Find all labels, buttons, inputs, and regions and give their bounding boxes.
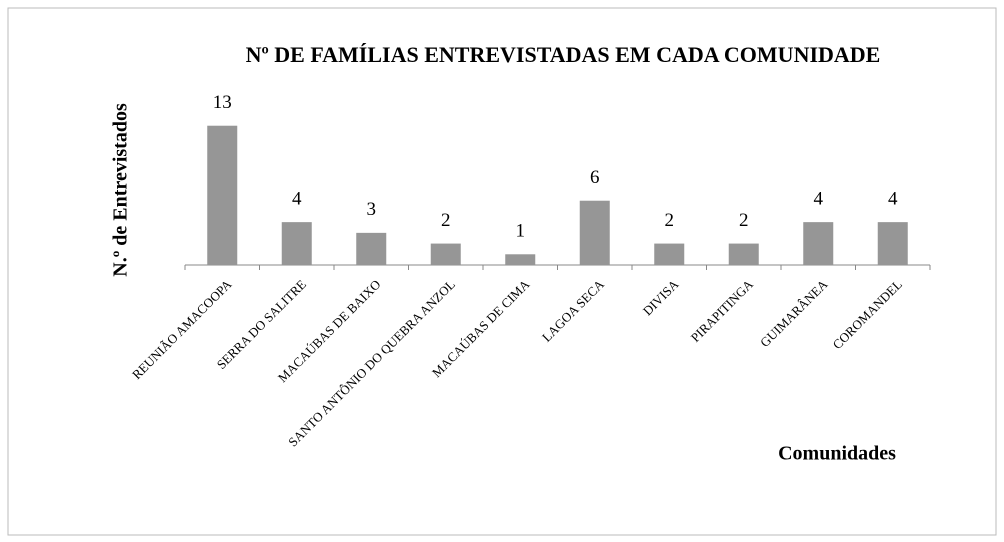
bar — [281, 222, 312, 265]
data-label: 2 — [441, 210, 451, 231]
bar — [505, 254, 536, 265]
data-label: 6 — [590, 167, 600, 188]
data-label: 4 — [888, 189, 898, 210]
bar — [803, 222, 834, 265]
bar — [207, 125, 238, 265]
bar — [877, 222, 908, 265]
bar — [579, 200, 610, 265]
data-label: 4 — [814, 189, 824, 210]
x-axis-title: Comunidades — [778, 443, 896, 465]
y-axis-title: N.º de Entrevistados — [110, 103, 132, 277]
bar — [430, 243, 461, 265]
bar — [728, 243, 759, 265]
chart-border — [7, 7, 997, 536]
data-label: 3 — [367, 199, 377, 220]
chart-title: Nº DE FAMÍLIAS ENTREVISTADAS EM CADA COM… — [246, 42, 881, 67]
bar — [654, 243, 685, 265]
data-label: 13 — [213, 92, 232, 113]
data-label: 4 — [292, 189, 302, 210]
bar — [356, 232, 387, 265]
data-label: 1 — [516, 221, 526, 242]
data-label: 2 — [665, 210, 675, 231]
data-label: 2 — [739, 210, 749, 231]
